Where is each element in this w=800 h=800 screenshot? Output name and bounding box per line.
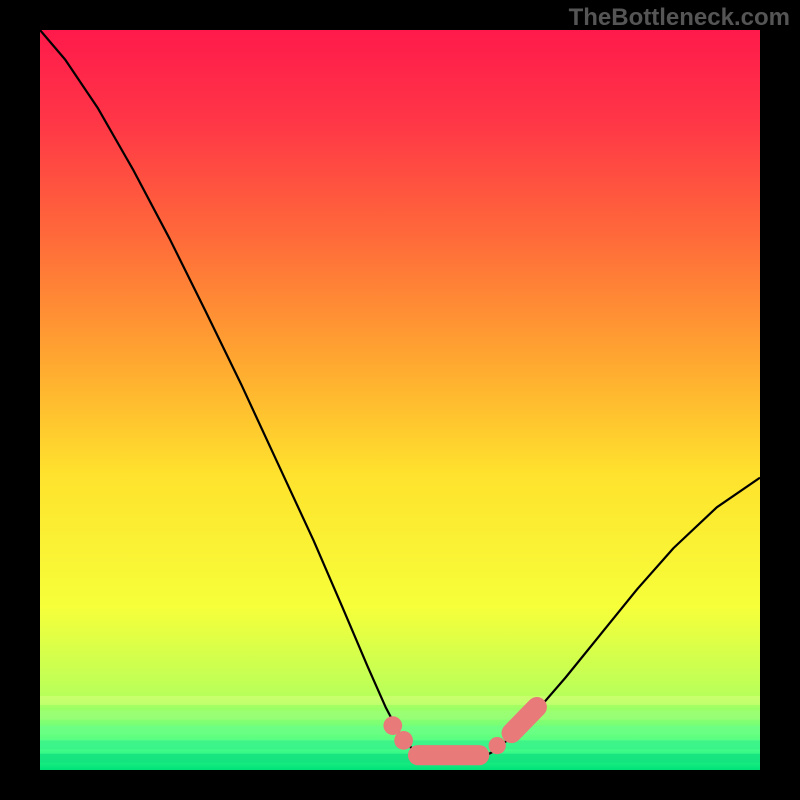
gradient-background	[40, 30, 760, 770]
chart-svg	[40, 30, 760, 770]
green-band	[40, 711, 760, 720]
trough-marker	[394, 731, 413, 750]
watermark-label: TheBottleneck.com	[569, 4, 790, 32]
green-band	[40, 696, 760, 705]
trough-marker	[489, 737, 506, 754]
plot-area	[40, 30, 760, 770]
green-band	[40, 754, 760, 763]
chart-stage: TheBottleneck.com	[0, 0, 800, 800]
